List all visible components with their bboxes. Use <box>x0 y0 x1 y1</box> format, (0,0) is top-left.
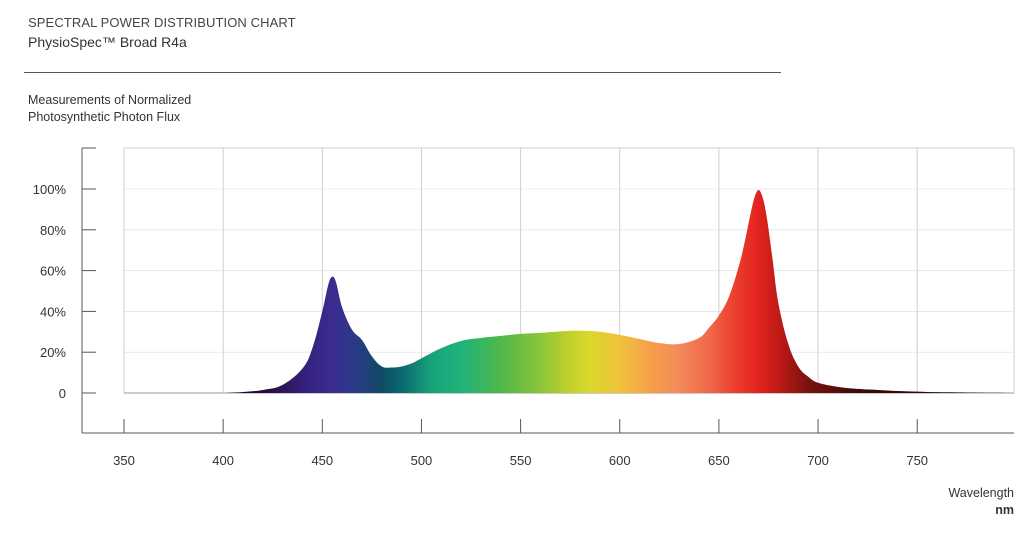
y-tick-label: 100% <box>33 182 67 197</box>
x-tick-label: 700 <box>807 453 829 468</box>
x-tick-label: 450 <box>311 453 333 468</box>
x-tick-label: 400 <box>212 453 234 468</box>
y-axis-ticks: 0 20% 40% 60% 80% 100% <box>33 182 96 401</box>
spectrum-area <box>223 190 1007 393</box>
chart-title: SPECTRAL POWER DISTRIBUTION CHART <box>28 15 296 30</box>
x-tick-label: 750 <box>906 453 928 468</box>
chart-subtitle: PhysioSpec™ Broad R4a <box>28 34 187 50</box>
x-axis-unit: nm <box>995 503 1014 517</box>
axes <box>81 147 1014 434</box>
x-axis-ticks: 350 400 450 500 550 600 650 700 750 <box>113 419 928 468</box>
y-axis-caption-line-2: Photosynthetic Photon Flux <box>28 110 181 124</box>
x-axis-title: Wavelength <box>948 486 1014 500</box>
x-axis-label: Wavelength nm <box>948 485 1014 519</box>
x-tick-label: 500 <box>411 453 433 468</box>
y-tick-label: 0 <box>59 386 66 401</box>
x-tick-label: 650 <box>708 453 730 468</box>
header-divider <box>24 72 781 73</box>
x-tick-label: 600 <box>609 453 631 468</box>
x-tick-label: 350 <box>113 453 135 468</box>
y-tick-label: 40% <box>40 304 66 319</box>
spectrum-area-group <box>223 190 1007 393</box>
y-tick-label: 60% <box>40 264 66 279</box>
y-tick-label: 20% <box>40 345 66 360</box>
y-tick-label: 80% <box>40 223 66 238</box>
y-axis-caption: Measurements of Normalized Photosyntheti… <box>28 92 191 126</box>
x-tick-label: 550 <box>510 453 532 468</box>
y-axis-caption-line-1: Measurements of Normalized <box>28 93 192 107</box>
